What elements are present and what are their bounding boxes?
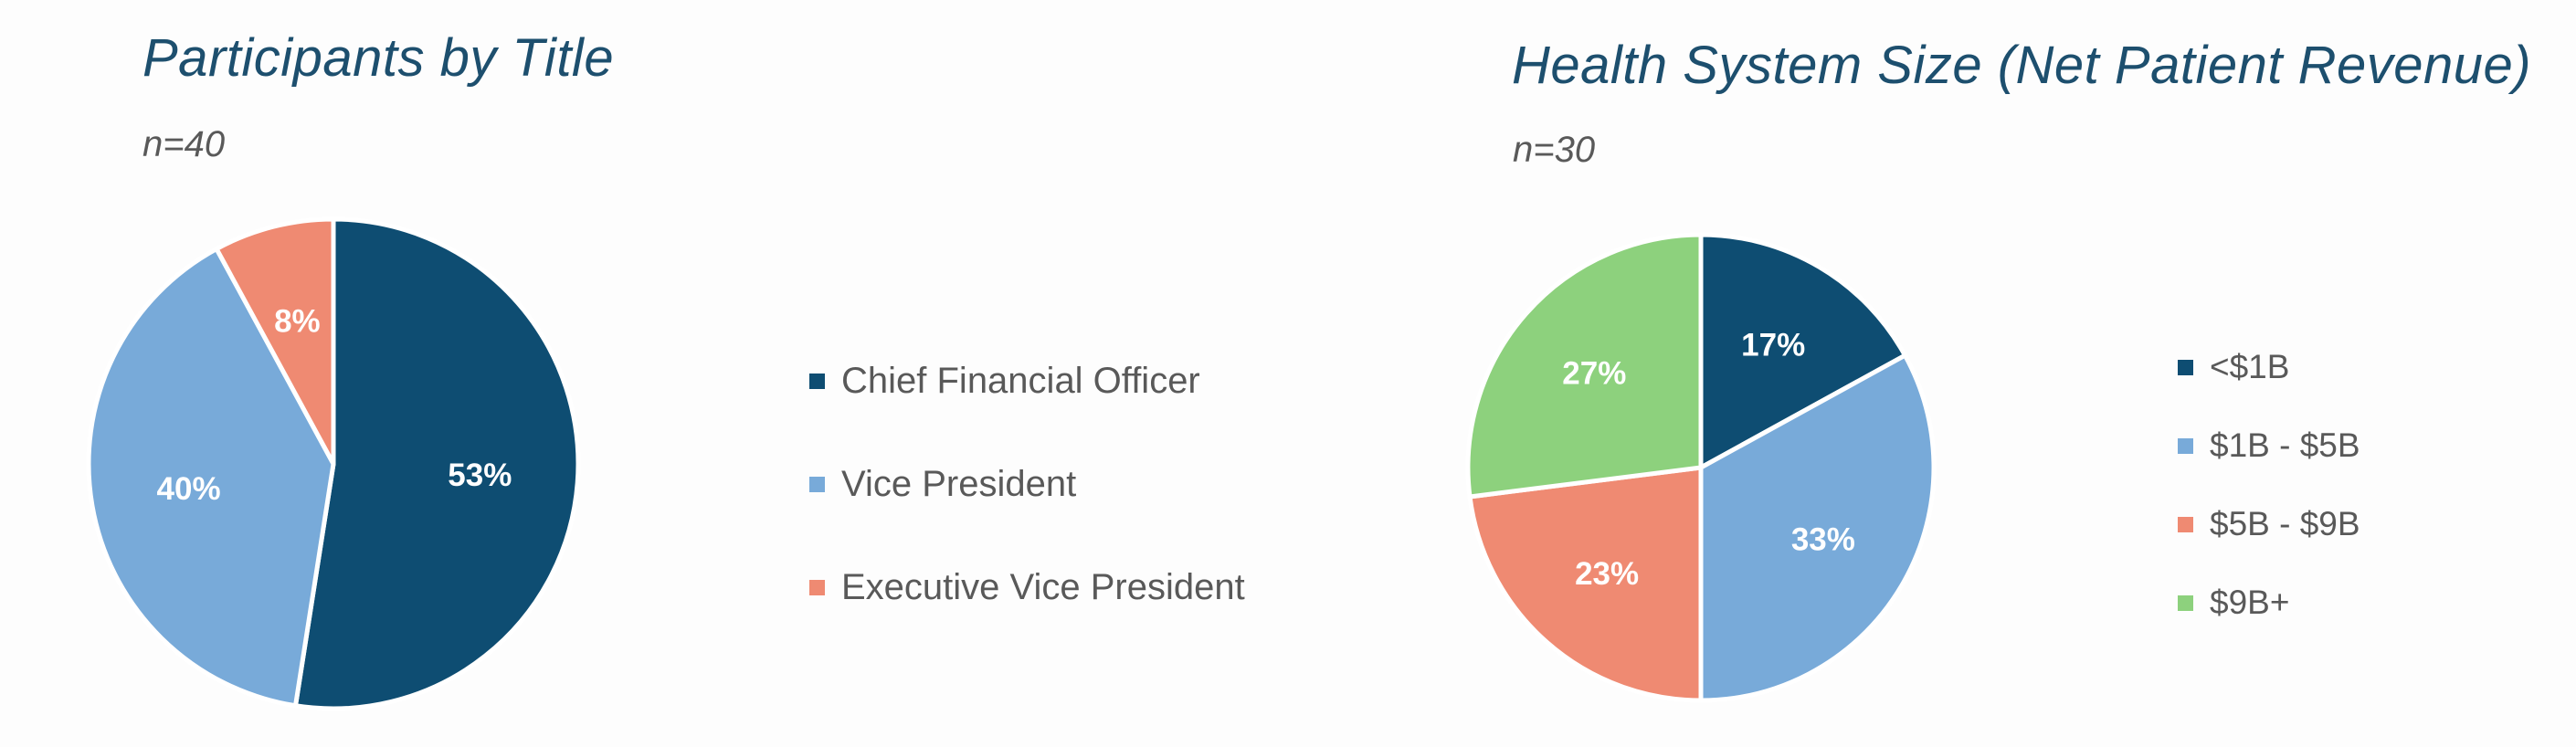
- health-system-legend-item-1b-5b: $1B - $5B: [2178, 426, 2360, 465]
- health-system-legend-swatch-1b-5b: [2178, 437, 2193, 454]
- health-system-legend-label-9b: $9B+: [2210, 584, 2290, 621]
- participants-legend-item-chief-financial-officer: Chief Financial Officer: [809, 361, 1200, 402]
- participants-label-vice-president: 40%: [157, 471, 221, 507]
- health-system-slice-1b-5b: [1698, 352, 1937, 703]
- participants-legend-swatch-chief-financial-officer: [809, 374, 825, 389]
- participants-legend-item-vice-president: Vice President: [809, 464, 1076, 505]
- participants-slice-chief-financial-officer: [292, 216, 581, 711]
- participants-label-executive-vice-president: 8%: [274, 304, 321, 340]
- health-system-legend-swatch-1b: [2178, 359, 2193, 375]
- health-system-label-9b: 27%: [1562, 356, 1626, 392]
- participants-label-chief-financial-officer: 53%: [448, 458, 512, 493]
- participants-legend-label-executive-vice-president: Executive Vice President: [841, 567, 1245, 607]
- health-system-legend-label-1b: <$1B: [2210, 348, 2290, 385]
- participants-slice-executive-vice-president: [214, 216, 336, 467]
- health-system-label-1b: 17%: [1741, 328, 1805, 363]
- health-system-slice-9b: [1465, 232, 1704, 500]
- health-system-legend-swatch-5b-9b: [2178, 516, 2193, 532]
- participants-legend-label-chief-financial-officer: Chief Financial Officer: [841, 361, 1200, 401]
- chart-title-health-system-size: Health System Size (Net Patient Revenue): [1512, 36, 2532, 95]
- health-system-legend-item-9b: $9B+: [2178, 584, 2289, 622]
- participants-slice-vice-president: [86, 247, 336, 709]
- health-system-legend-swatch-9b: [2178, 594, 2193, 611]
- health-system-label-1b-5b: 33%: [1791, 522, 1855, 558]
- participants-legend-label-vice-president: Vice President: [841, 464, 1077, 504]
- health-system-label-5b-9b: 23%: [1575, 556, 1639, 592]
- health-system-legend-item-1b: <$1B: [2178, 348, 2289, 386]
- health-system-legend-label-1b-5b: $1B - $5B: [2210, 426, 2360, 464]
- health-system-slice-5b-9b: [1467, 465, 1704, 703]
- health-system-legend-item-5b-9b: $5B - $9B: [2178, 505, 2360, 543]
- health-system-slice-1b: [1698, 232, 1907, 470]
- health-system-legend-label-5b-9b: $5B - $9B: [2210, 505, 2360, 542]
- chart-sample-size-participants: n=40: [143, 124, 226, 164]
- chart-title-participants: Participants by Title: [143, 28, 615, 88]
- participants-legend-swatch-executive-vice-president: [809, 580, 825, 595]
- participants-legend-swatch-vice-president: [809, 477, 825, 492]
- participants-legend-item-executive-vice-president: Executive Vice President: [809, 567, 1245, 608]
- chart-sample-size-health-system: n=30: [1513, 130, 1596, 170]
